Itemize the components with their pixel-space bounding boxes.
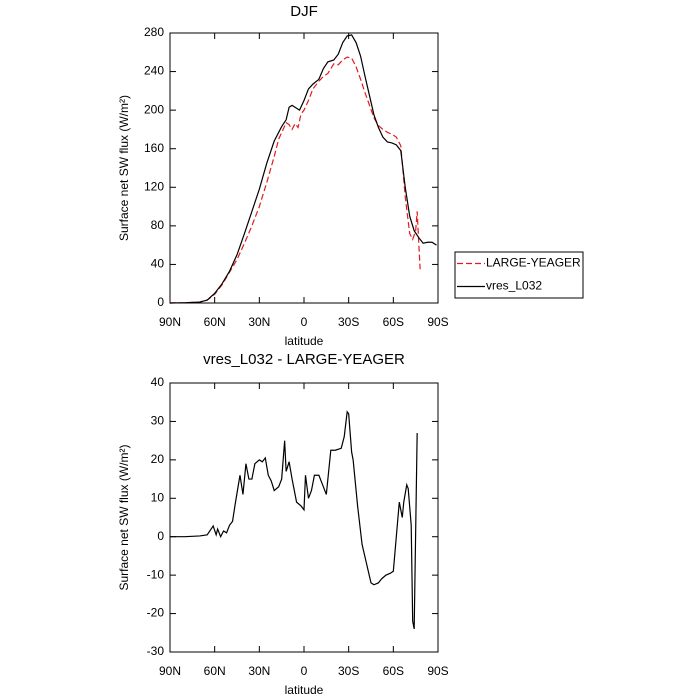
plot-frame [169,382,439,653]
y-tick-label: 20 [151,452,165,466]
legend-label: LARGE-YEAGER [486,256,581,270]
x-tick-label: 60N [204,664,226,678]
chart-title: DJF [290,3,318,20]
x-tick-label: 30N [248,664,270,678]
y-axis-label: Surface net SW flux (W/m²) [117,95,131,241]
y-tick-label: -10 [147,567,165,581]
x-axis-label: latitude [285,334,324,348]
y-tick-label: 40 [151,375,165,389]
data-line [169,56,421,304]
y-tick-label: 240 [144,64,164,78]
y-tick-label: -20 [147,606,165,620]
data-line [169,34,437,304]
plot-frame [169,32,439,304]
x-axis-label: latitude [285,683,324,697]
x-tick-label: 90N [159,664,181,678]
x-tick-label: 60S [383,315,404,329]
x-tick-label: 0 [301,664,308,678]
y-axis-label: Surface net SW flux (W/m²) [117,444,131,590]
y-tick-label: 280 [144,25,164,39]
legend-label: vres_L032 [486,279,542,293]
y-tick-label: 80 [151,218,165,232]
x-tick-label: 0 [301,315,308,329]
x-tick-label: 30S [338,664,359,678]
x-tick-label: 90N [159,315,181,329]
legend-box [454,251,584,299]
y-tick-label: 40 [151,257,165,271]
data-line [170,410,418,630]
y-tick-label: 200 [144,102,164,116]
x-tick-label: 60S [383,664,404,678]
x-tick-label: 90S [427,315,448,329]
x-tick-label: 90S [427,664,448,678]
y-tick-label: 160 [144,141,164,155]
x-tick-label: 30N [248,315,270,329]
y-tick-label: 30 [151,414,165,428]
y-tick-label: 0 [157,529,164,543]
x-tick-label: 30S [338,315,359,329]
chart-title: vres_L032 - LARGE-YEAGER [203,351,405,368]
y-tick-label: 10 [151,490,165,504]
y-tick-label: 120 [144,179,164,193]
x-tick-label: 60N [204,315,226,329]
y-tick-label: 0 [157,295,164,309]
y-tick-label: -30 [147,644,165,658]
